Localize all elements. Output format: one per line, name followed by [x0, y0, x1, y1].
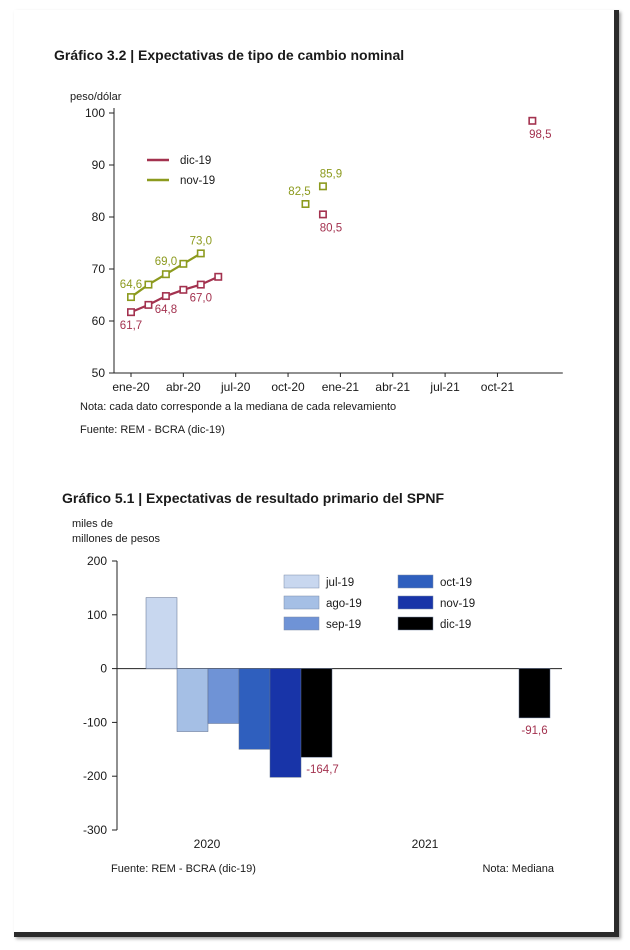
chart1-point	[144, 300, 153, 309]
chart1-point	[301, 200, 310, 209]
chart2-legend-label: jul-19	[325, 577, 354, 589]
chart1-x-tick-label: ene-20	[112, 380, 150, 394]
chart1-x-tick-label: abr-21	[375, 380, 410, 394]
chart1-y-tick-label: 80	[92, 210, 106, 224]
chart2-legend-label: sep-19	[326, 619, 361, 631]
chart2-bar-oct-19-2020	[238, 668, 271, 750]
chart1-point	[127, 308, 136, 317]
chart2-y-axis: -300 -200 -100 0 100 200 2020 2021	[83, 554, 562, 851]
chart1-series: 61,7 64,8 67,0 80,5 98,5 64,6 69,0 73,0 82,5 85,9	[120, 116, 552, 332]
chart2-category-label: 2020	[194, 837, 221, 851]
chart1-title: Gráfico 3.2 | Expectativas de tipo de ca…	[54, 47, 404, 63]
chart2-y-tick-label: 0	[100, 662, 107, 676]
chart2-legend-swatch	[397, 595, 434, 610]
chart1-y-tick-label: 90	[92, 158, 106, 172]
chart1-data-label: 82,5	[288, 186, 310, 198]
chart1-point	[161, 292, 170, 301]
chart2-note: Nota: Mediana	[482, 863, 554, 875]
chart1-point	[196, 280, 205, 289]
chart2-legend-label: ago-19	[326, 598, 362, 610]
chart1-point	[144, 280, 153, 289]
chart2-category-label: 2021	[412, 837, 439, 851]
chart2-legend-label: dic-19	[440, 619, 471, 631]
chart2-legend-label: oct-19	[440, 577, 472, 589]
chart1-data-label: 64,6	[120, 279, 142, 291]
chart2-legend-swatch	[397, 574, 434, 589]
chart1-x-tick-label: ene-21	[322, 380, 360, 394]
chart1-point	[161, 270, 170, 279]
chart1-note: Nota: cada dato corresponde a la mediana…	[80, 401, 396, 413]
chart2-legend: jul-19 ago-19 sep-19 oct-19 nov-19 dic-19	[283, 574, 475, 631]
chart2-legend-label: nov-19	[440, 598, 475, 610]
chart1-data-label: 64,8	[155, 304, 177, 316]
chart1-data-label: 73,0	[190, 235, 212, 247]
chart2-bar-nov-19-2020	[269, 668, 302, 778]
chart1-data-label: 69,0	[155, 256, 177, 268]
chart2-bar-sep-19-2020	[207, 668, 240, 724]
chart1-data-label: 85,9	[320, 168, 342, 180]
chart1-point	[318, 182, 327, 191]
chart1-x-tick-label: oct-20	[271, 380, 305, 394]
chart1-point	[179, 259, 188, 268]
chart1-legend: dic-19 nov-19	[147, 155, 215, 187]
chart1-x-tick-label: jul-21	[429, 380, 460, 394]
chart2-y-tick-label: 100	[87, 608, 107, 622]
chart2-value-label: -91,6	[521, 725, 547, 737]
chart2-legend-swatch	[283, 574, 320, 589]
chart2-bar-ago-19-2020	[176, 668, 209, 732]
chart1-y-tick-label: 70	[92, 262, 106, 276]
chart1-x-tick-label: oct-21	[481, 380, 515, 394]
chart2-bar-dic-19-2020	[300, 668, 333, 758]
chart2-title: Gráfico 5.1 | Expectativas de resultado …	[62, 490, 444, 506]
chart2-legend-swatch	[283, 616, 320, 631]
chart1-data-label: 67,0	[190, 293, 212, 305]
chart2-bar-jul-19-2020	[145, 597, 178, 669]
report-page: Gráfico 3.2 | Expectativas de tipo de ca…	[14, 10, 619, 937]
chart1-y-tick-label: 50	[92, 366, 106, 380]
chart1-y-tick-label: 60	[92, 314, 106, 328]
chart2-value-label: -164,7	[306, 764, 339, 776]
report-canvas: Gráfico 3.2 | Expectativas de tipo de ca…	[54, 47, 563, 875]
chart1-point	[127, 293, 136, 302]
chart1-point	[528, 116, 537, 125]
chart2-legend-swatch	[283, 595, 320, 610]
chart2-bar-dic-19-2021	[518, 668, 551, 719]
chart1-data-label: 98,5	[529, 129, 551, 141]
chart1-point	[214, 272, 223, 281]
chart1-y-unit: peso/dólar	[70, 91, 122, 103]
chart1-data-label: 80,5	[320, 222, 342, 234]
chart2-y-tick-label: -300	[83, 823, 107, 837]
chart2-y-unit-line2: millones de pesos	[72, 533, 161, 545]
chart2-y-unit-line1: miles de	[72, 518, 113, 530]
chart2-legend-swatch	[397, 616, 434, 631]
chart2-y-tick-label: 200	[87, 554, 107, 568]
chart1-x-axis: ene-20 abr-20 jul-20 oct-20 ene-21 abr-21 jul-…	[112, 372, 563, 394]
chart2-y-tick-label: -200	[83, 769, 107, 783]
chart1-point	[179, 285, 188, 294]
chart2-bars: -164,7 -91,6	[145, 597, 551, 778]
chart2-source: Fuente: REM - BCRA (dic-19)	[111, 863, 256, 875]
chart1-source: Fuente: REM - BCRA (dic-19)	[80, 424, 225, 436]
chart1-legend-label: dic-19	[180, 155, 211, 167]
chart1-legend-label: nov-19	[180, 175, 215, 187]
chart1-y-tick-label: 100	[85, 106, 105, 120]
chart1-point	[318, 210, 327, 219]
chart1-y-axis: 50 60 70 80 90 100	[85, 106, 115, 380]
chart1-x-tick-label: abr-20	[166, 380, 201, 394]
chart1-x-tick-label: jul-20	[220, 380, 251, 394]
chart1-point	[196, 249, 205, 258]
chart2-y-tick-label: -100	[83, 715, 107, 729]
chart1-data-label: 61,7	[120, 320, 142, 332]
